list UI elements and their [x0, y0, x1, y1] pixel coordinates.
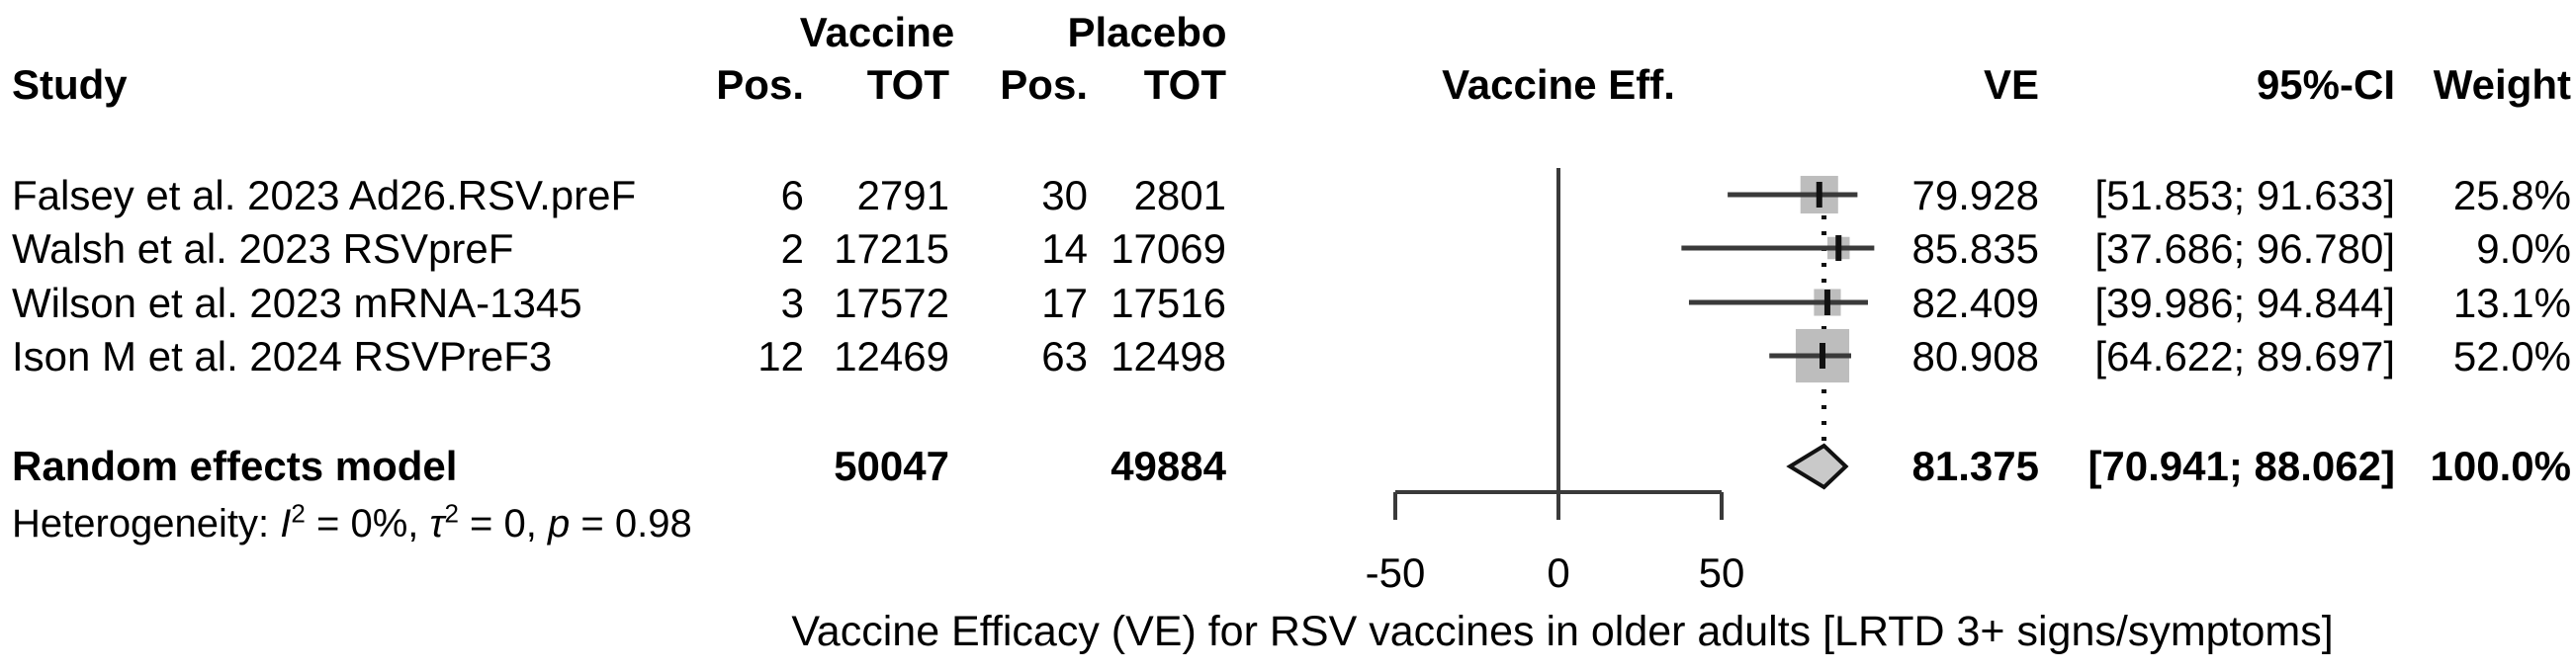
placebo-total-count: 17516	[1110, 280, 1226, 326]
vaccine-positive-count: 3	[780, 280, 804, 326]
summary-weight-value: 100.0%	[2430, 443, 2571, 489]
axis-tick-label: -50	[1365, 549, 1426, 596]
figure-caption: Vaccine Efficacy (VE) for RSV vaccines i…	[791, 608, 2334, 655]
placebo-positive-count: 14	[1041, 225, 1088, 272]
vaccine-pos-column-header: Pos.	[716, 61, 804, 108]
tau-squared-exponent: 2	[444, 498, 459, 529]
weight-column-header: Weight	[2433, 61, 2571, 108]
ci-value: [64.622; 89.697]	[2094, 333, 2395, 379]
weight-value: 13.1%	[2452, 280, 2571, 326]
vaccine-eff-plot-header: Vaccine Eff.	[1442, 61, 1675, 108]
summary-placebo-total: 49884	[1110, 443, 1226, 489]
ci-value: [37.686; 96.780]	[2094, 225, 2395, 272]
placebo-total-count: 2801	[1133, 172, 1226, 218]
ve-value: 80.908	[1911, 333, 2039, 379]
weight-value: 9.0%	[2476, 225, 2571, 272]
axis-tick-label: 0	[1547, 549, 1570, 596]
axis-tick-label: 50	[1698, 549, 1745, 596]
vaccine-total-count: 2791	[856, 172, 949, 218]
study-column-header: Study	[12, 61, 128, 108]
summary-vaccine-total: 50047	[834, 443, 949, 489]
heterogeneity-prefix: Heterogeneity:	[12, 502, 281, 546]
summary-ve-value: 81.375	[1911, 443, 2039, 489]
placebo-tot-column-header: TOT	[1143, 61, 1226, 108]
heterogeneity-segment: = 0,	[458, 502, 548, 546]
placebo-positive-count: 63	[1041, 333, 1088, 379]
summary-model-label: Random effects model	[12, 443, 458, 489]
weight-value: 52.0%	[2452, 333, 2571, 379]
summary-ci-value: [70.941; 88.062]	[2087, 443, 2395, 489]
vaccine-tot-column-header: TOT	[866, 61, 949, 108]
placebo-positive-count: 30	[1041, 172, 1088, 218]
ci-column-header: 95%-CI	[2256, 61, 2395, 108]
ve-column-header: VE	[1983, 61, 2039, 108]
heterogeneity-segment: = 0.98	[570, 502, 692, 546]
study-name: Wilson et al. 2023 mRNA-1345	[12, 280, 582, 326]
heterogeneity-text: Heterogeneity: I2 = 0%, τ2 = 0, p = 0.98	[12, 498, 692, 546]
ci-value: [51.853; 91.633]	[2094, 172, 2395, 218]
placebo-group-header: Placebo	[1067, 9, 1227, 55]
placebo-pos-column-header: Pos.	[1000, 61, 1088, 108]
ve-value: 79.928	[1911, 172, 2039, 218]
study-name: Walsh et al. 2023 RSVpreF	[12, 225, 514, 272]
study-name: Falsey et al. 2023 Ad26.RSV.preF	[12, 172, 637, 218]
vaccine-group-header: Vaccine	[799, 9, 955, 55]
ve-value: 85.835	[1911, 225, 2039, 272]
weight-value: 25.8%	[2452, 172, 2571, 218]
placebo-total-count: 12498	[1110, 333, 1226, 379]
ci-value: [39.986; 94.844]	[2094, 280, 2395, 326]
vaccine-total-count: 17572	[834, 280, 949, 326]
vaccine-positive-count: 2	[780, 225, 804, 272]
vaccine-positive-count: 12	[757, 333, 804, 379]
vaccine-total-count: 17215	[834, 225, 949, 272]
ve-value: 82.409	[1911, 280, 2039, 326]
i-squared-symbol: I	[280, 502, 292, 546]
vaccine-positive-count: 6	[780, 172, 804, 218]
placebo-positive-count: 17	[1041, 280, 1088, 326]
p-value-symbol: p	[548, 502, 571, 546]
vaccine-total-count: 12469	[834, 333, 949, 379]
study-name: Ison M et al. 2024 RSVPreF3	[12, 333, 553, 379]
summary-diamond	[1786, 443, 1849, 490]
tau-squared-symbol: τ	[429, 502, 445, 546]
heterogeneity-segment: = 0%,	[305, 502, 430, 546]
placebo-total-count: 17069	[1110, 225, 1226, 272]
i-squared-exponent: 2	[291, 498, 306, 529]
